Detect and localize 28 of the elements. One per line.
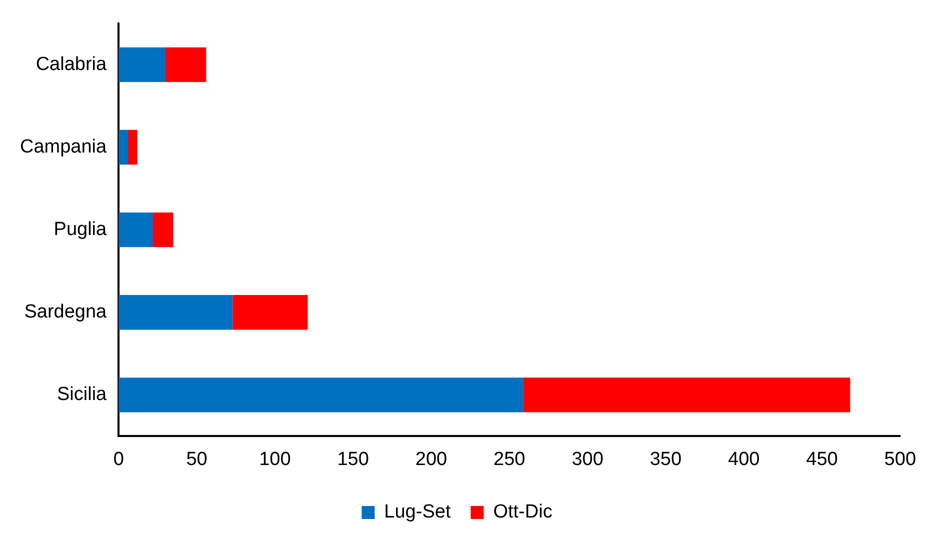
bar [165,47,206,82]
bar [118,295,233,330]
bar [128,130,138,165]
x-tick-label: 350 [650,448,682,470]
bar [523,378,850,412]
y-tick-label: Campania [20,136,108,158]
x-tick-label: 50 [186,448,208,470]
y-tick-label: Calabria [36,54,108,75]
bar [118,130,128,165]
bar [118,47,166,82]
bar [118,378,524,412]
x-tick-label: 400 [728,448,760,470]
x-tick-label: 0 [113,448,124,470]
bar [152,212,174,248]
x-tick-label: 300 [572,448,604,470]
y-tick-label: Sardegna [24,302,108,323]
y-tick-label: Sicilia [56,384,108,406]
bar [232,295,308,330]
x-tick-label: 250 [494,448,526,470]
x-tick-label: 200 [415,448,448,470]
x-tick-label: 500 [884,448,916,470]
x-tick-label: 150 [337,448,369,470]
x-tick-label: 450 [806,448,838,470]
x-tick-label: 100 [259,448,291,470]
legend-label: Ott-Dic [493,502,552,523]
bar [118,212,153,248]
legend-label: Lug-Set [384,502,452,523]
y-tick-label: Puglia [54,219,108,240]
